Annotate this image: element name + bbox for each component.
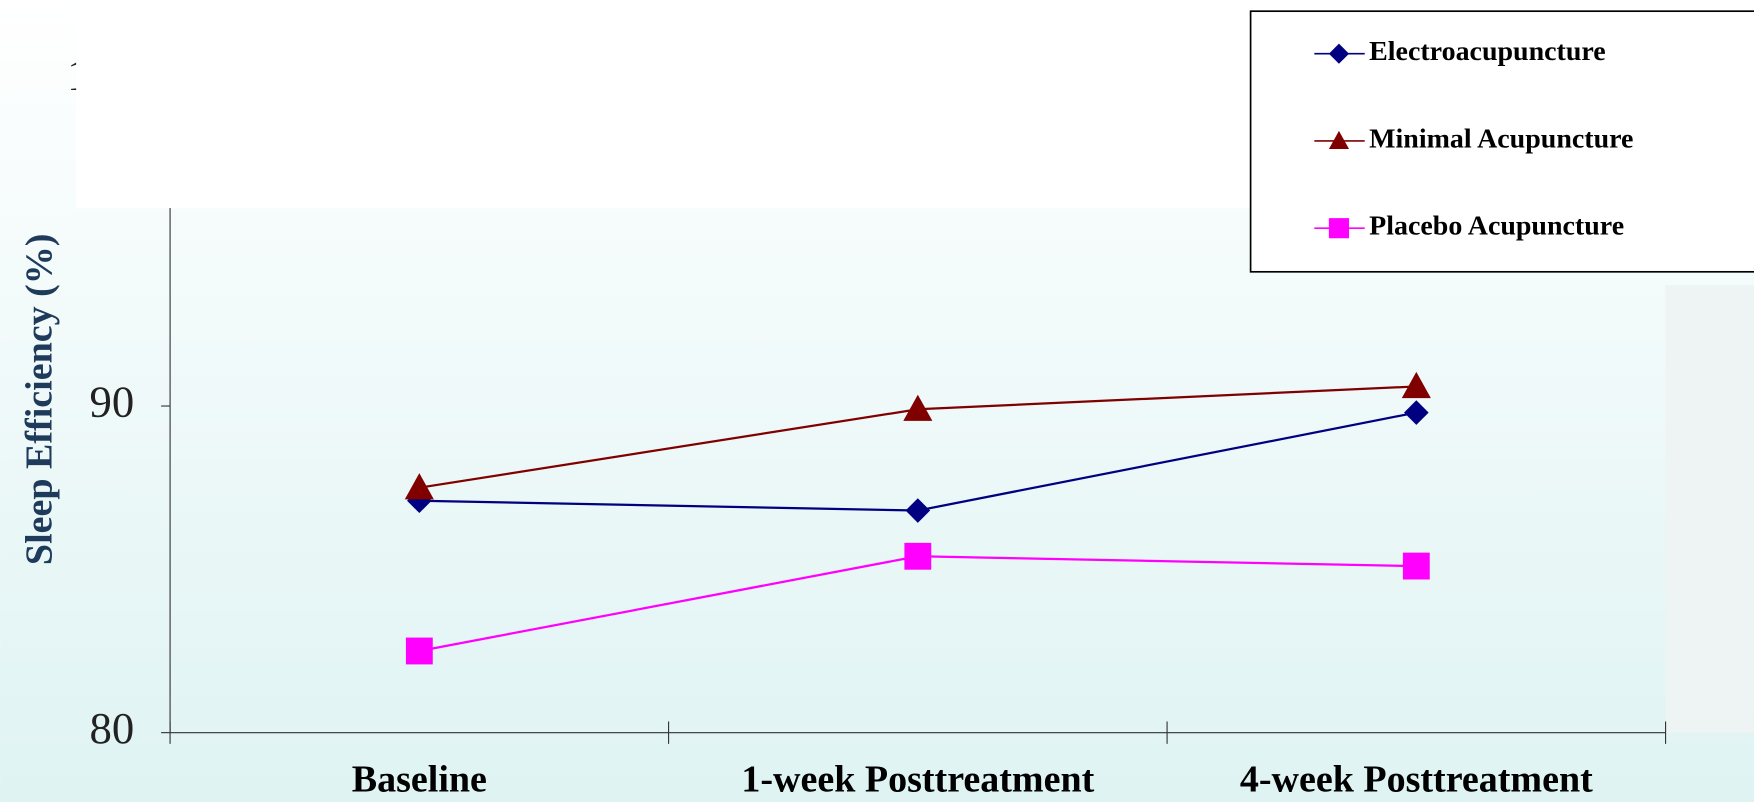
overlay [76, 0, 1250, 208]
legend-label: Placebo Acupuncture [1369, 211, 1624, 242]
marker [904, 543, 931, 570]
y-tick-label: 90 [90, 376, 135, 426]
y-tick-label: 80 [90, 703, 135, 753]
x-tick-label: 4-week Posttreatment [1240, 759, 1593, 801]
x-tick-label: 1-week Posttreatment [741, 759, 1094, 801]
chart: 8090100Baseline1-week Posttreatment4-wee… [0, 0, 1754, 802]
marker [406, 638, 433, 665]
marker [1329, 218, 1349, 238]
legend-label: Electroacupuncture [1369, 36, 1606, 67]
marker [1403, 553, 1430, 580]
y-axis-title: Sleep Efficiency (%) [18, 234, 60, 566]
legend-label: Minimal Acupuncture [1369, 123, 1633, 154]
side-panel [1666, 285, 1754, 732]
x-tick-label: Baseline [352, 759, 487, 801]
